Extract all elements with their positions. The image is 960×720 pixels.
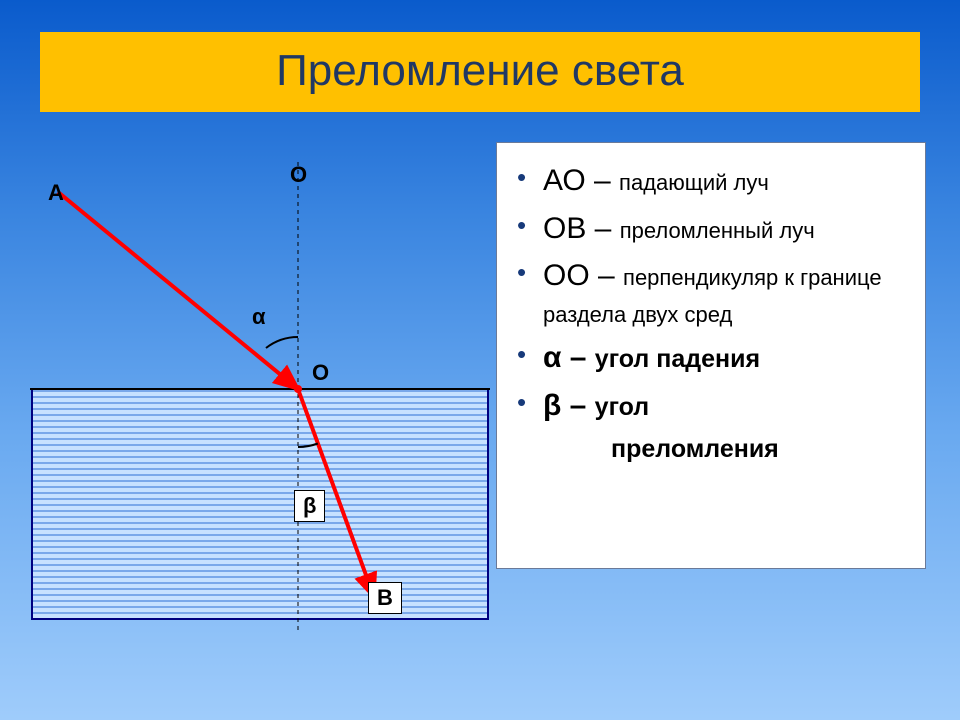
legend-desc: падающий луч <box>619 170 769 195</box>
legend-symbol: ОО – <box>543 259 623 292</box>
diagram-label-alpha: α <box>252 304 266 330</box>
legend-symbol: АО – <box>543 164 619 197</box>
legend-item: β – угол <box>511 384 911 428</box>
diagram-label-O_top: O <box>290 162 307 188</box>
legend-desc: преломленный луч <box>620 218 815 243</box>
legend-item: ОВ – преломленный луч <box>511 207 911 251</box>
legend-symbol: ОВ – <box>543 212 620 245</box>
refraction-diagram: A O Oα β B <box>30 142 510 642</box>
title-text: Преломление света <box>276 46 684 95</box>
page-title: Преломление света <box>40 32 920 112</box>
legend-desc: угол падения <box>595 345 760 373</box>
legend-panel: АО – падающий лучОВ – преломленный лучОО… <box>496 142 926 569</box>
legend-desc-cont: преломления <box>511 431 911 467</box>
legend-item: ОО – перпендикуляр к границе раздела дву… <box>511 254 911 332</box>
legend-item: α – угол падения <box>511 336 911 380</box>
legend-desc: угол <box>595 393 650 421</box>
content-area: AOOαβB АО – падающий лучОВ – преломленны… <box>40 136 920 656</box>
diagram-label-A: A <box>48 180 64 206</box>
legend-symbol: β – <box>543 389 595 422</box>
diagram-label-beta: β <box>294 490 325 522</box>
legend-item: АО – падающий луч <box>511 159 911 203</box>
diagram-label-B: B <box>368 582 402 614</box>
legend-list: АО – падающий лучОВ – преломленный лучОО… <box>511 159 911 468</box>
diagram-svg <box>30 142 510 642</box>
diagram-label-O_mid: O <box>312 360 329 386</box>
legend-symbol: α – <box>543 341 595 374</box>
